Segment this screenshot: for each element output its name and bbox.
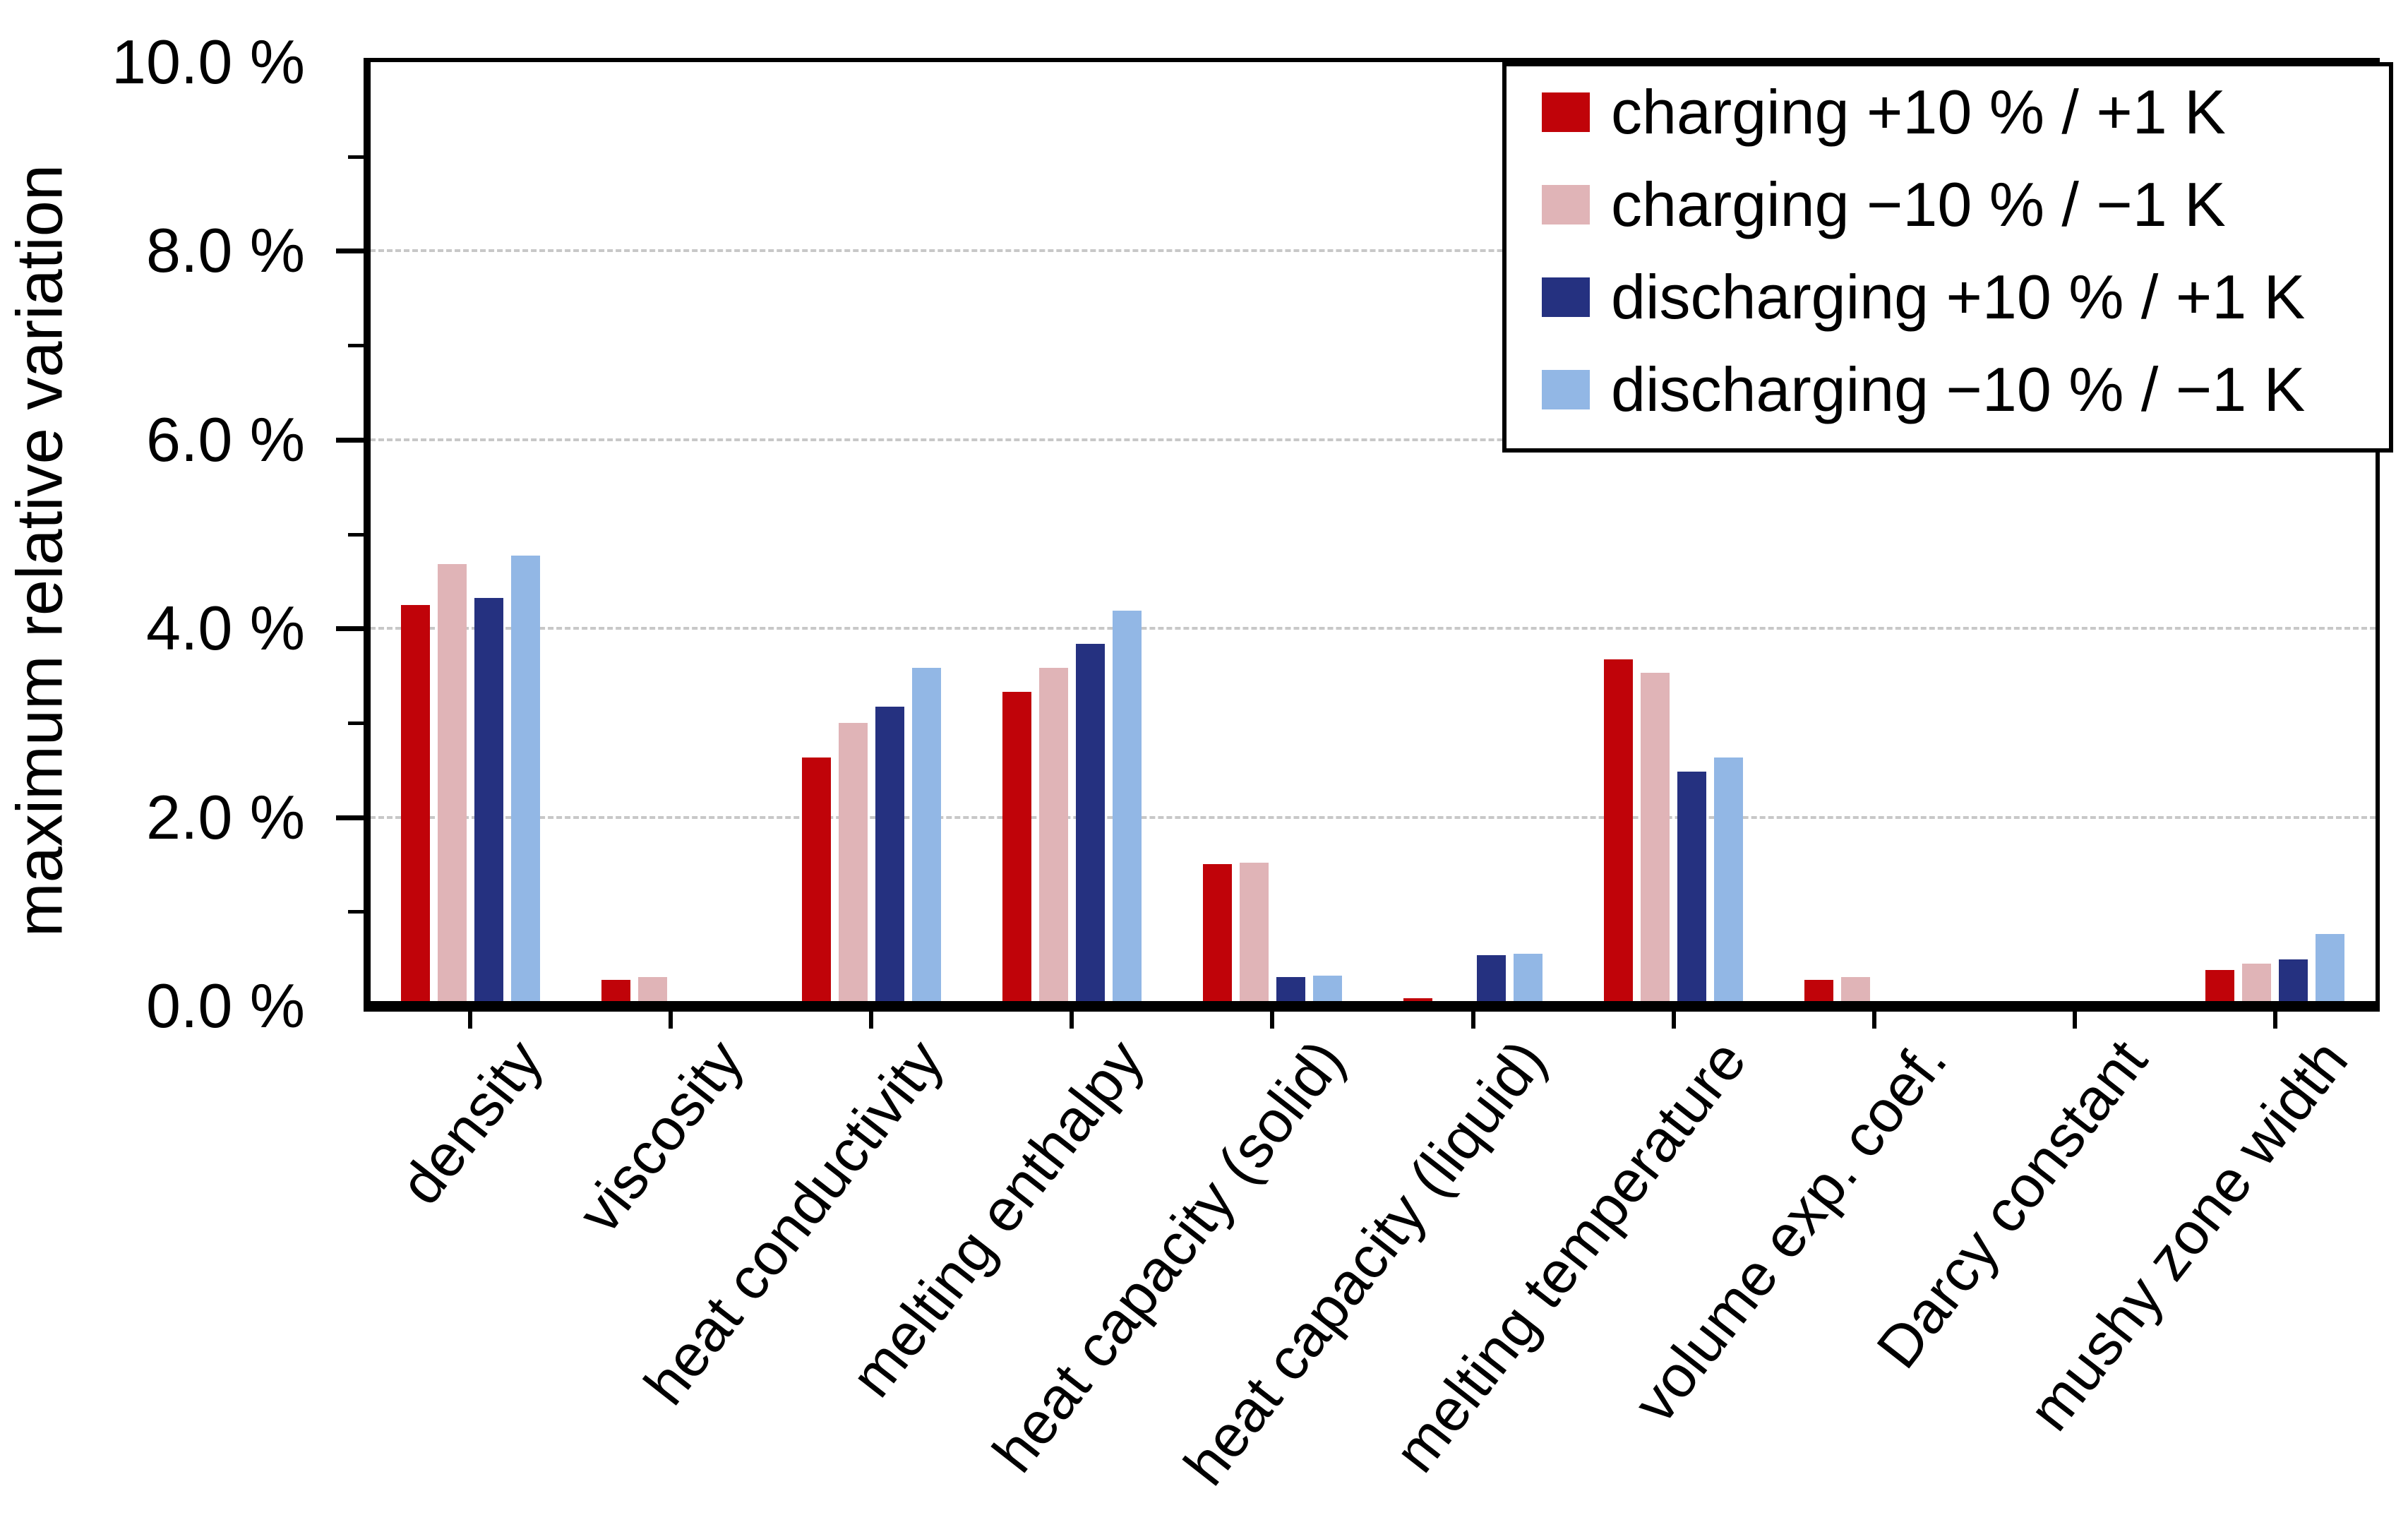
x-category-label: heat capacity (solid) — [979, 1027, 1357, 1485]
bar — [474, 598, 503, 1006]
bar — [2316, 934, 2344, 1006]
x-tick — [869, 1012, 873, 1029]
bar — [401, 605, 430, 1006]
x-tick — [468, 1012, 472, 1029]
x-tick — [1672, 1012, 1676, 1029]
bar — [2242, 964, 2271, 1006]
bar — [1604, 659, 1633, 1006]
bar — [1203, 864, 1232, 1006]
x-category-label: density — [386, 1027, 555, 1217]
y-tick-label: 2.0 % — [145, 782, 305, 852]
y-tick-label: 10.0 % — [112, 27, 305, 97]
y-tick-minor-9 — [348, 155, 364, 159]
bar — [1039, 668, 1068, 1006]
bar — [802, 757, 831, 1006]
y-tick-label: 4.0 % — [145, 593, 305, 663]
y-tick-minor-1 — [348, 910, 364, 914]
x-tick — [1070, 1012, 1074, 1029]
bar — [2279, 959, 2308, 1006]
bar — [1113, 611, 1142, 1006]
x-tick — [669, 1012, 673, 1029]
x-tick — [2273, 1012, 2277, 1029]
legend-swatch — [1542, 370, 1590, 409]
plot-frame-top — [364, 58, 2380, 62]
x-category-label: melting temperature — [1381, 1027, 1759, 1485]
legend-label: discharging −10 % / −1 K — [1611, 354, 2306, 424]
legend-swatch — [1542, 185, 1590, 224]
bar — [1002, 692, 1031, 1006]
x-category-label: viscosity — [565, 1027, 755, 1245]
bar — [839, 723, 868, 1006]
y-axis-title: maximum relative variation — [4, 164, 76, 938]
legend-label: charging −10 % / −1 K — [1611, 169, 2226, 239]
bar — [1076, 644, 1105, 1006]
plot-frame-left — [364, 58, 371, 1012]
bar — [1714, 757, 1743, 1006]
plot-frame-bottom — [364, 1001, 2380, 1012]
gridline-8-percent — [370, 249, 2376, 253]
y-tick-major-6 — [336, 437, 364, 443]
y-tick-major-2 — [336, 815, 364, 820]
legend-label: discharging +10 % / +1 K — [1611, 262, 2306, 332]
x-tick — [2073, 1012, 2077, 1029]
bar — [875, 707, 904, 1006]
x-tick — [1872, 1012, 1876, 1029]
bar — [912, 668, 941, 1006]
y-tick-major-4 — [336, 626, 364, 632]
legend: charging +10 % / +1 K charging −10 % / −1… — [1502, 62, 2393, 453]
plot-frame-right — [2376, 58, 2380, 1012]
x-tick — [1471, 1012, 1475, 1029]
bar — [1477, 955, 1506, 1006]
y-tick-label: 0.0 % — [145, 971, 305, 1041]
y-tick-label: 6.0 % — [145, 405, 305, 474]
bar — [2205, 970, 2234, 1006]
bar — [1641, 673, 1670, 1006]
gridline-2-percent — [370, 815, 2376, 819]
gridline-6-percent — [370, 438, 2376, 441]
bar — [1514, 954, 1543, 1006]
legend-swatch — [1542, 92, 1590, 132]
bar — [438, 564, 467, 1006]
y-tick-minor-5 — [348, 532, 364, 537]
bar — [1677, 772, 1706, 1006]
bar — [1313, 976, 1342, 1006]
gridline-4-percent — [370, 627, 2376, 630]
y-tick-minor-7 — [348, 344, 364, 348]
x-category-label: heat capacity (liquid) — [1170, 1027, 1558, 1497]
legend-label: charging +10 % / +1 K — [1611, 77, 2226, 147]
bar — [1240, 863, 1269, 1006]
legend-swatch — [1542, 277, 1590, 317]
y-tick-minor-3 — [348, 721, 364, 725]
x-tick — [1270, 1012, 1274, 1029]
y-tick-label: 8.0 % — [145, 215, 305, 285]
bar — [511, 556, 540, 1006]
y-tick-major-8 — [336, 248, 364, 254]
